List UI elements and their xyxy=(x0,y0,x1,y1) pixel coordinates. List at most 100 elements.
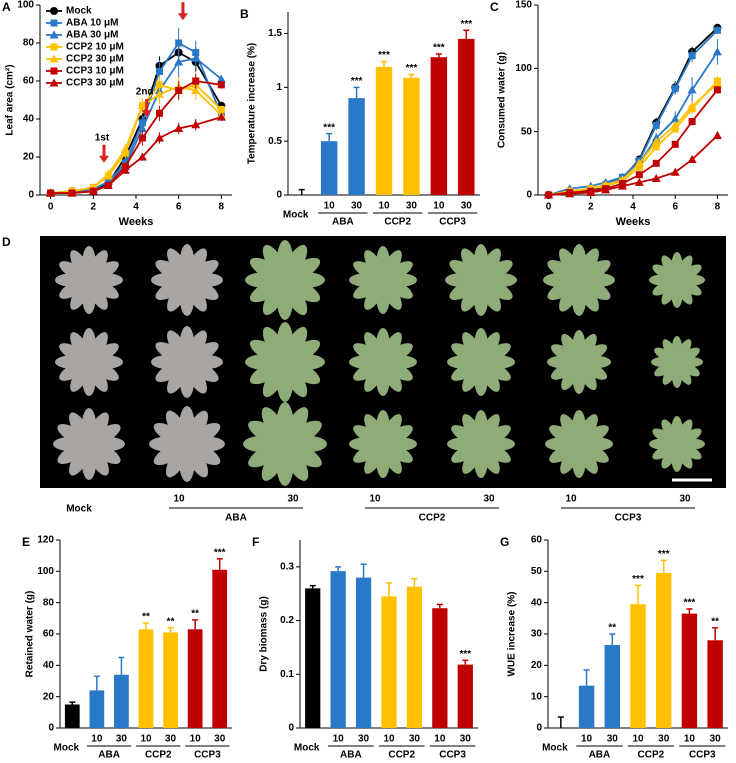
bar xyxy=(432,608,448,728)
series-line xyxy=(50,85,222,194)
series-line xyxy=(548,82,719,196)
marker xyxy=(565,189,575,198)
marker xyxy=(687,101,697,110)
significance-label: *** xyxy=(658,549,670,560)
marker xyxy=(652,121,660,129)
panel-label: B xyxy=(240,7,249,21)
marker xyxy=(713,86,721,94)
marker xyxy=(670,167,680,176)
x-tick-label: 8 xyxy=(219,202,225,213)
significance-label: *** xyxy=(378,50,390,61)
marker xyxy=(712,47,722,56)
y-tick-label: 50 xyxy=(521,126,533,137)
series-line xyxy=(50,116,222,194)
bar xyxy=(403,77,420,195)
x-tick-label: 10 xyxy=(190,734,202,745)
significance-label: *** xyxy=(214,547,226,558)
x-tick-label: 10 xyxy=(383,734,395,745)
significance-label: ** xyxy=(711,616,719,627)
marker xyxy=(586,187,596,196)
y-tick-label: 0.5 xyxy=(268,136,282,147)
marker xyxy=(652,143,660,151)
group-label: ABA xyxy=(98,750,120,761)
panel-label: F xyxy=(252,535,259,549)
bar xyxy=(355,577,372,728)
marker xyxy=(713,26,721,34)
x-tick-label: 10 xyxy=(378,201,390,212)
significance-label: *** xyxy=(684,598,696,609)
significance-label: *** xyxy=(323,122,335,133)
y-tick-label: 1.5 xyxy=(268,28,282,39)
dose-label: 30 xyxy=(483,494,495,505)
bar xyxy=(163,632,178,728)
marker xyxy=(216,74,226,83)
x-tick-label: 30 xyxy=(358,734,370,745)
bar xyxy=(381,596,397,728)
significance-label: ** xyxy=(191,609,199,620)
x-tick-label: 10 xyxy=(434,734,446,745)
marker xyxy=(103,169,113,178)
dose-label: 10 xyxy=(173,494,185,505)
x-tick-label: 30 xyxy=(710,734,722,745)
y-tick-label: 100 xyxy=(17,0,34,11)
x-tick-label: 4 xyxy=(133,202,139,213)
marker xyxy=(192,77,200,85)
panel-label: C xyxy=(490,0,499,14)
x-tick-label: 30 xyxy=(460,734,472,745)
marker xyxy=(88,186,98,195)
x-tick-label: 10 xyxy=(433,201,445,212)
annotation-arrowhead xyxy=(99,155,109,163)
x-tick-label: 10 xyxy=(684,734,696,745)
marker xyxy=(155,68,163,75)
y-tick-label: 40 xyxy=(531,597,543,608)
marker xyxy=(137,124,147,132)
x-tick-label: 10 xyxy=(333,734,345,745)
y-tick-label: 100 xyxy=(515,63,532,74)
y-tick-label: 0.3 xyxy=(280,561,294,572)
dose-label: 10 xyxy=(565,494,577,505)
y-tick-label: 0.2 xyxy=(280,615,294,626)
marker xyxy=(601,185,611,194)
group-label: CCP2 xyxy=(145,750,172,761)
marker xyxy=(635,171,643,179)
y-axis-label: Retained water (g) xyxy=(25,591,36,678)
y-tick-label: 20 xyxy=(23,152,35,163)
marker xyxy=(137,101,147,110)
bar xyxy=(348,98,365,195)
legend-label: CCP2 10 μM xyxy=(66,42,124,53)
marker xyxy=(103,181,113,189)
y-tick-label: 0 xyxy=(536,723,542,734)
group-label: ABA xyxy=(589,750,611,761)
x-tick-label: 30 xyxy=(607,734,619,745)
x-tick-label: 10 xyxy=(140,734,152,745)
y-tick-label: 80 xyxy=(43,597,55,608)
y-axis-label: Leaf area (cm²) xyxy=(5,64,16,135)
y-tick-label: 20 xyxy=(531,660,543,671)
marker xyxy=(687,85,697,94)
x-tick-label: 30 xyxy=(214,734,226,745)
marker xyxy=(635,163,643,171)
x-tick-label: 6 xyxy=(672,202,678,213)
x-tick-label: 30 xyxy=(116,734,128,745)
marker xyxy=(712,79,722,88)
bar xyxy=(187,629,203,728)
group-label: CCP3 xyxy=(194,750,221,761)
group-label: ABA xyxy=(225,513,247,524)
annotation-arrowhead xyxy=(177,13,188,21)
y-tick-label: 0 xyxy=(526,190,532,201)
series-line xyxy=(548,134,719,196)
marker xyxy=(50,7,58,15)
significance-label: *** xyxy=(632,574,644,585)
y-axis-label: Dry biomass (g) xyxy=(259,596,270,672)
y-tick-label: 100 xyxy=(37,566,54,577)
y-tick-label: 0 xyxy=(28,190,34,201)
bar xyxy=(64,704,80,728)
y-tick-label: 10 xyxy=(531,691,543,702)
bar xyxy=(630,604,646,728)
marker xyxy=(154,89,164,98)
y-axis-label: Consumed water (g) xyxy=(497,52,508,148)
annotation-label: 1st xyxy=(95,132,110,143)
bar xyxy=(681,613,698,728)
marker xyxy=(175,87,183,94)
